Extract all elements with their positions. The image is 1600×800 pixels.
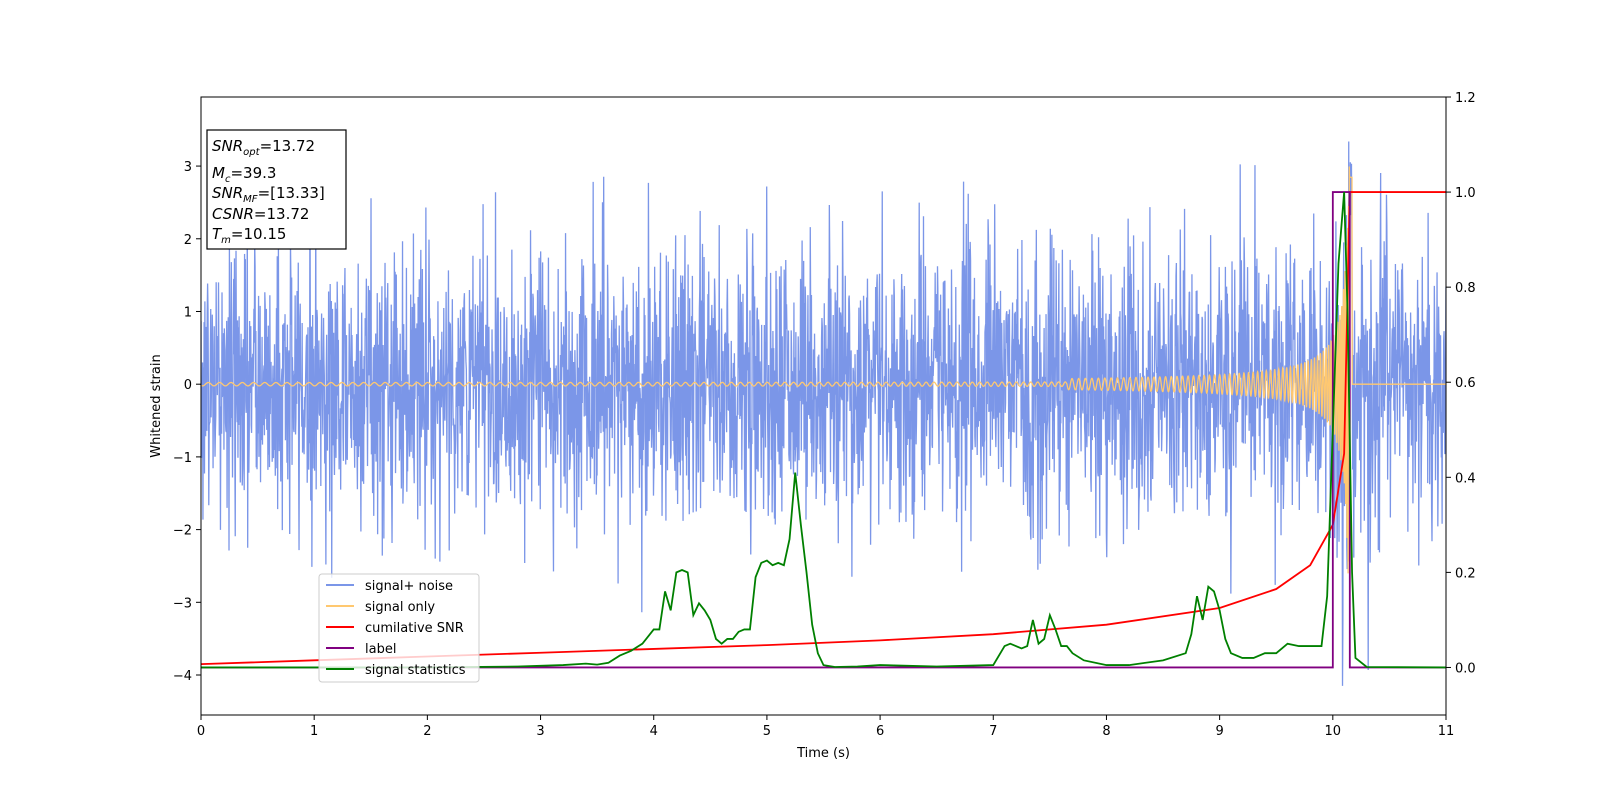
x-tick-label: 3 (536, 724, 544, 739)
y-left-tick-label: −1 (173, 451, 192, 466)
series-cumilative-snr-line (201, 191, 1446, 666)
y-right-tick-label: 0.2 (1455, 566, 1476, 581)
y-left-tick-label: −4 (173, 669, 192, 684)
x-tick-label: 0 (197, 724, 205, 739)
series-label-line (201, 191, 1446, 669)
svg-text:cumilative SNR: cumilative SNR (365, 621, 464, 636)
info-box: SNRopt=13.72 Mc=39.3 SNRMF=[13.33] CSNR=… (206, 129, 347, 250)
info-snr-opt: SNRopt=13.72 (212, 137, 315, 158)
x-tick-label: 9 (1215, 724, 1223, 739)
x-tick-label: 10 (1325, 724, 1342, 739)
x-tick-label: 7 (989, 724, 997, 739)
legend-item-signal-statistics: signal statistics (326, 663, 466, 678)
info-snr-mf: SNRMF=[13.33] (212, 184, 325, 205)
info-csnr: CSNR=13.72 (212, 205, 309, 223)
y-left-tick-label: −3 (173, 596, 192, 611)
y-right-tick-label: 0.0 (1455, 661, 1476, 676)
y-left-tick-label: 0 (184, 378, 192, 393)
x-tick-label: 1 (310, 724, 318, 739)
y-right-tick-label: 0.6 (1455, 376, 1476, 391)
x-tick-label: 11 (1438, 724, 1455, 739)
info-mc: Mc=39.3 (212, 164, 276, 185)
series-layer (201, 141, 1446, 686)
svg-text:signal+ noise: signal+ noise (365, 579, 453, 594)
y-right-tick-label: 0.4 (1455, 471, 1476, 486)
ticks-layer: 0 1 2 3 4 5 6 7 8 9 10 11 −4 −3 −2 −1 0 1 2 3 0.0 0.2 0.4 0.6 0.… (173, 91, 1476, 739)
y-right-tick-label: 1.0 (1455, 186, 1476, 201)
series-signal-statistics-line (201, 192, 1446, 669)
x-tick-label: 6 (876, 724, 884, 739)
legend-item-signal-only: signal only (326, 600, 435, 615)
x-tick-label: 2 (423, 724, 431, 739)
x-tick-label: 5 (763, 724, 771, 739)
series-signal-noise-line (201, 141, 1446, 686)
legend-item-label: label (326, 642, 396, 657)
y-left-tick-label: 2 (184, 233, 192, 248)
info-tm: Tm=10.15 (212, 225, 286, 246)
legend-item-cumulative-snr: cumilative SNR (326, 621, 464, 636)
legend-item-signal-noise: signal+ noise (326, 579, 453, 594)
svg-text:signal statistics: signal statistics (365, 663, 466, 678)
svg-text:label: label (365, 642, 396, 657)
series-signal-only-line (201, 166, 1446, 574)
x-axis-label: Time (s) (796, 746, 850, 761)
x-tick-label: 8 (1102, 724, 1110, 739)
plot-frame (200, 96, 1447, 716)
legend: signal+ noise signal only cumilative SNR… (318, 573, 480, 683)
y-left-tick-label: −2 (173, 524, 192, 539)
svg-text:signal only: signal only (365, 600, 435, 615)
y-right-tick-label: 0.8 (1455, 281, 1476, 296)
y-axis-label: Whitened strain (149, 354, 164, 457)
y-left-tick-label: 3 (184, 160, 192, 175)
y-right-tick-label: 1.2 (1455, 91, 1476, 106)
y-left-tick-label: 1 (184, 305, 192, 320)
x-tick-label: 4 (650, 724, 658, 739)
